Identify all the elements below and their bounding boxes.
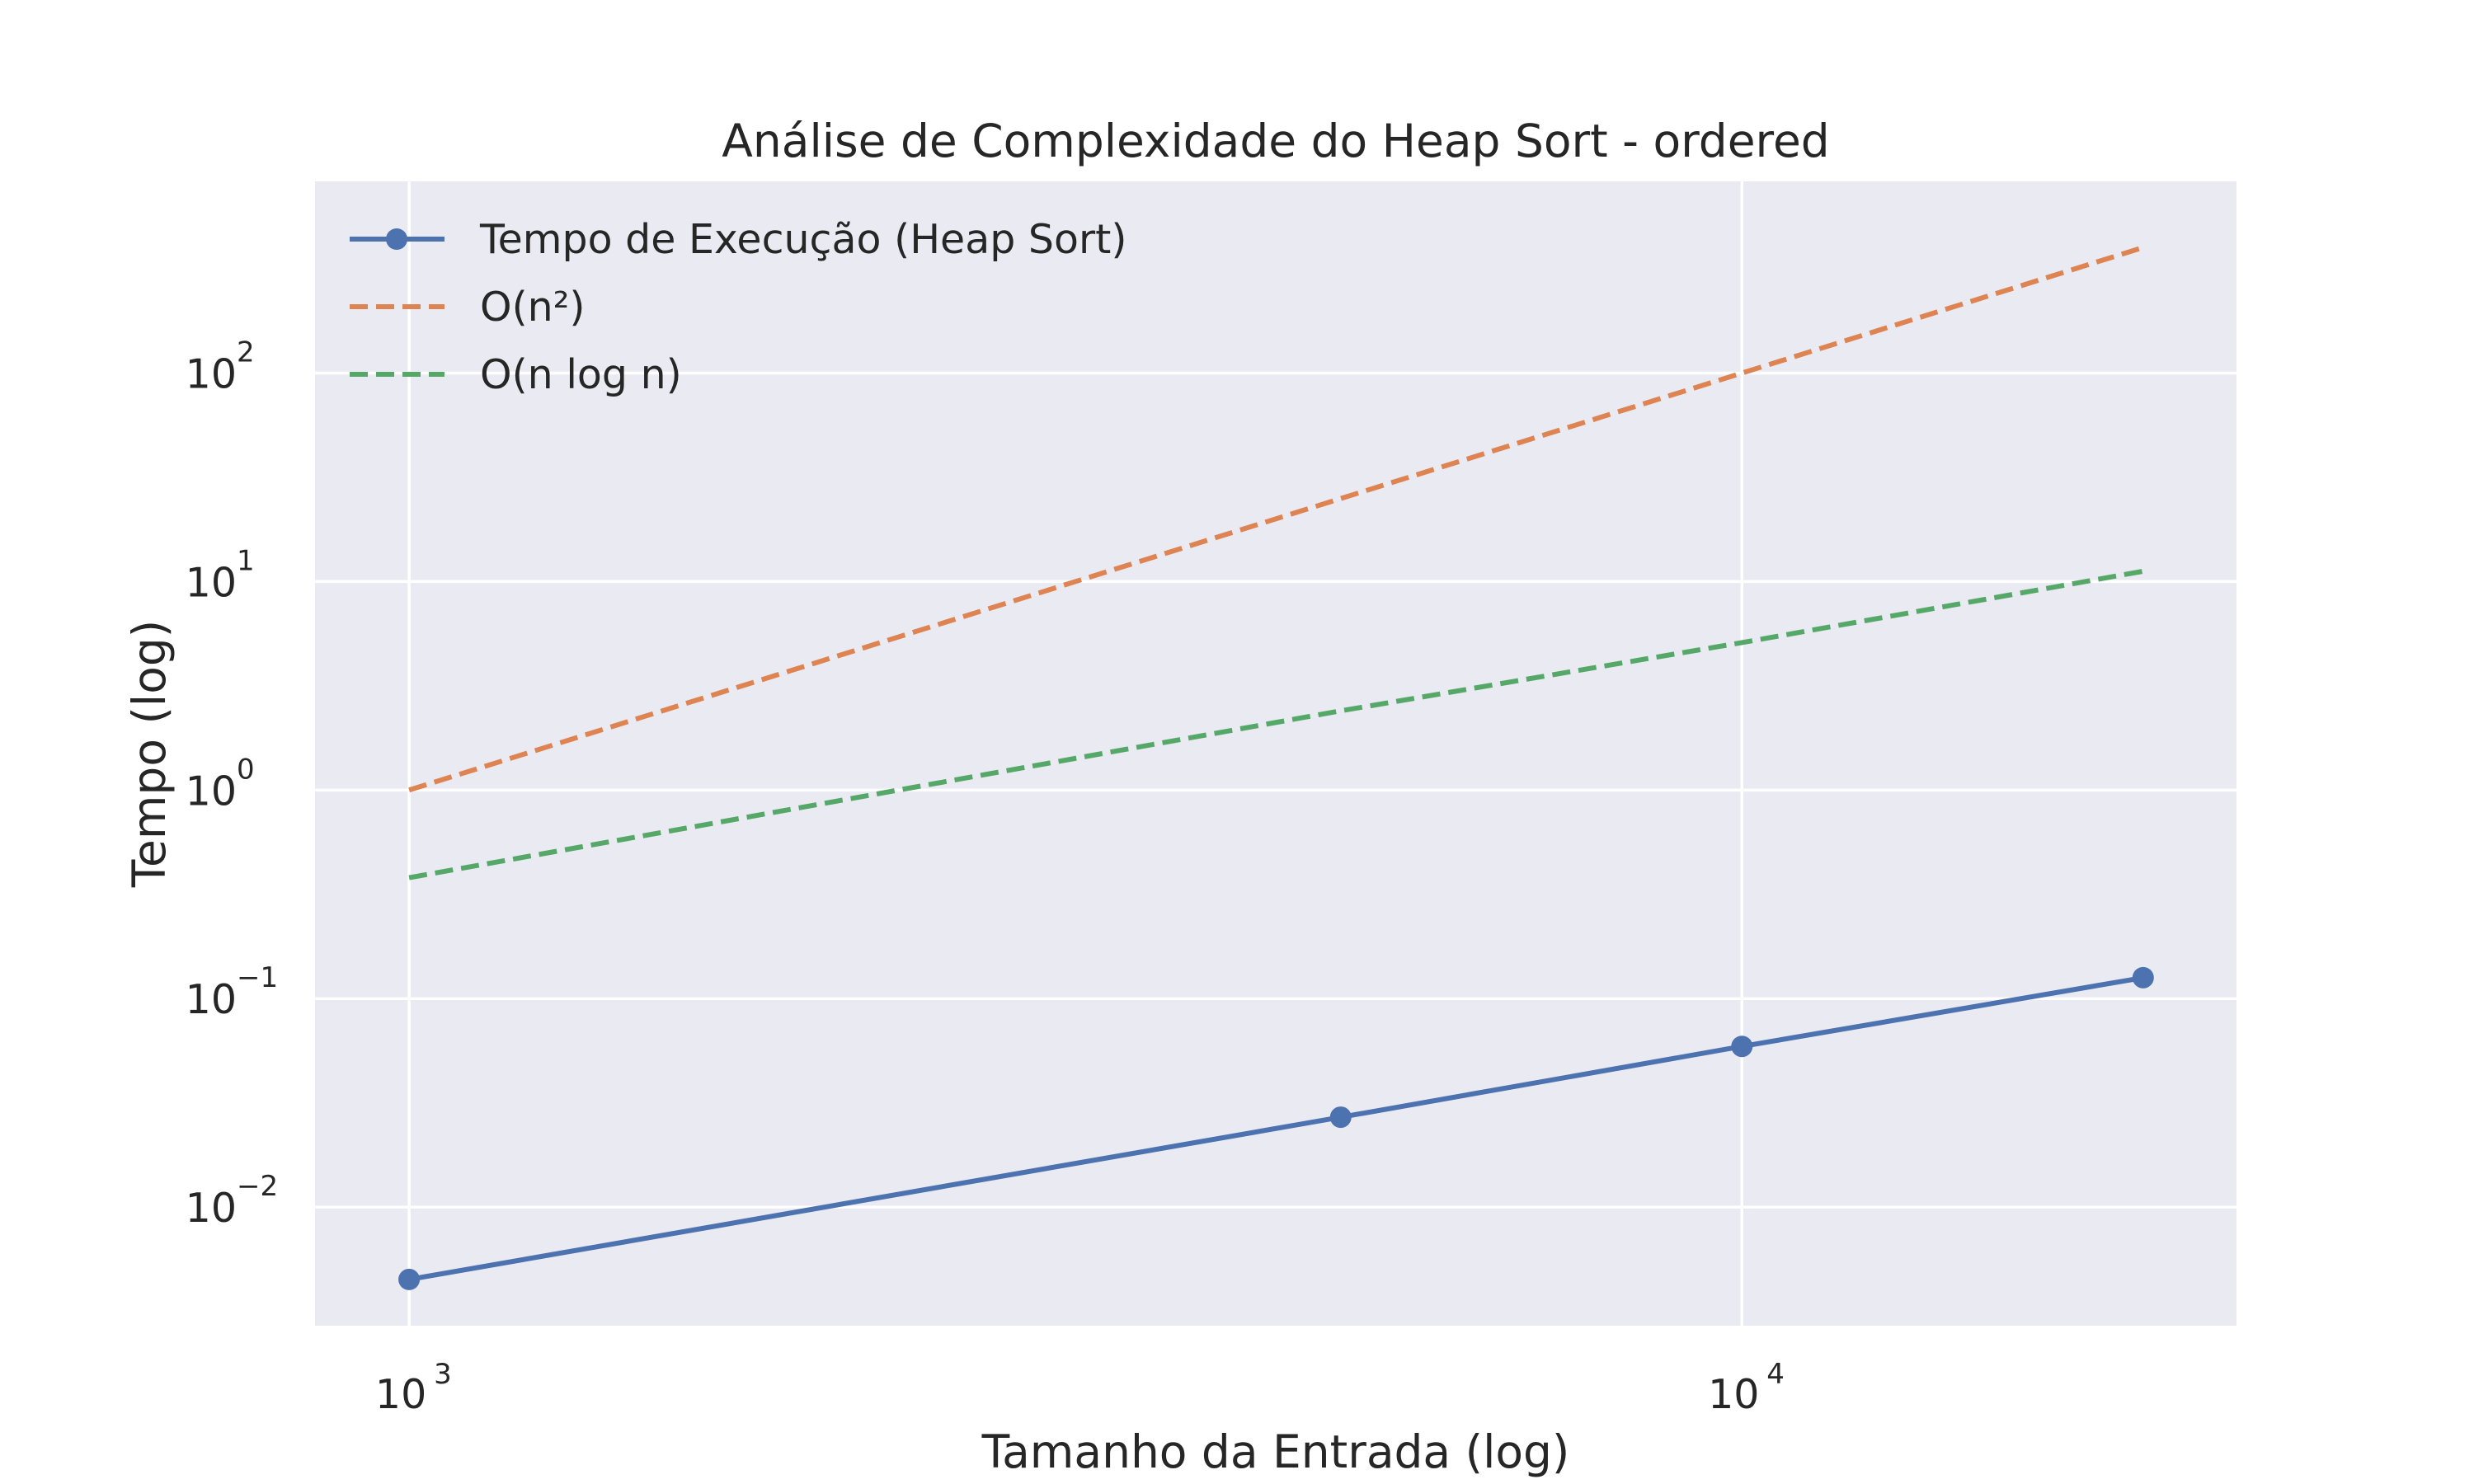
y-tick-exponent: −1 (237, 961, 278, 994)
series-0 (398, 966, 2154, 1290)
series-line (408, 568, 2144, 881)
legend-label: Tempo de Execução (Heap Sort) (479, 216, 1126, 263)
y-tick-exponent: 0 (237, 753, 255, 786)
data-point (1329, 1106, 1352, 1129)
y-tick-label: 110 (186, 544, 255, 606)
x-axis-label: Tamanho da Entrada (log) (981, 1425, 1570, 1478)
y-tick-exponent: 2 (237, 336, 255, 369)
y-tick-label: 010 (186, 753, 255, 815)
legend-item-2: O(n log n) (350, 351, 682, 398)
legend-label: O(n²) (480, 284, 586, 331)
legend-label: O(n log n) (480, 351, 682, 398)
x-tick-label: 10 3 (375, 1358, 452, 1418)
series-layer (398, 245, 2154, 1290)
x-tick-exponent: 4 (1766, 1358, 1785, 1391)
chart-title: Análise de Complexidade do Heap Sort - o… (722, 115, 1829, 167)
legend-item-1: O(n²) (350, 284, 586, 331)
legend-marker (386, 228, 407, 250)
legend: Tempo de Execução (Heap Sort) O(n²) O(n lo… (350, 216, 1126, 398)
y-tick-exponent: −2 (237, 1170, 278, 1203)
x-tick-label: 10 4 (1708, 1358, 1785, 1418)
series-2 (408, 568, 2144, 881)
x-tick-base: 10 (1708, 1371, 1759, 1418)
y-tick-base: 10 (186, 1185, 237, 1232)
series-line (408, 245, 2144, 793)
y-tick-base: 10 (186, 768, 237, 815)
y-tick-exponent: 1 (237, 544, 255, 577)
series-1 (408, 245, 2144, 793)
y-tick-label: −210 (186, 1170, 278, 1232)
legend-item-0: Tempo de Execução (Heap Sort) (350, 216, 1126, 263)
data-point (2132, 966, 2154, 989)
x-tick-exponent: 3 (434, 1358, 452, 1391)
data-point (1731, 1036, 1753, 1058)
series-line (408, 974, 2144, 1282)
y-tick-label: −110 (186, 961, 278, 1023)
y-tick-base: 10 (186, 559, 237, 606)
y-tick-base: 10 (186, 976, 237, 1023)
y-axis-label: Tempo (log) (123, 620, 176, 888)
data-point (398, 1268, 421, 1290)
x-tick-base: 10 (375, 1371, 426, 1418)
y-tick-label: 210 (186, 336, 255, 397)
y-tick-base: 10 (186, 350, 237, 397)
